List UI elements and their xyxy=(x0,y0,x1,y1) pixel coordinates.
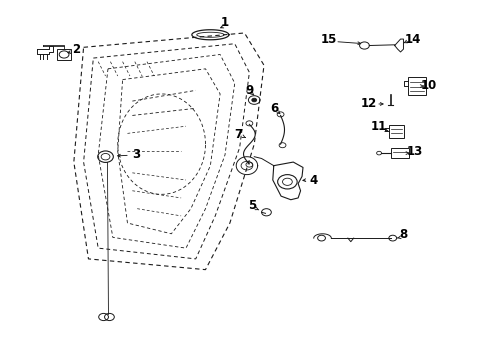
Text: 2: 2 xyxy=(72,42,80,55)
Text: 7: 7 xyxy=(234,127,242,141)
Text: 12: 12 xyxy=(360,98,376,111)
Text: 13: 13 xyxy=(406,145,423,158)
Text: 10: 10 xyxy=(420,79,437,92)
Text: 11: 11 xyxy=(370,121,386,134)
Text: 6: 6 xyxy=(270,102,278,115)
Text: 1: 1 xyxy=(221,17,228,30)
Text: 14: 14 xyxy=(404,33,420,46)
Text: 5: 5 xyxy=(247,199,255,212)
Text: 8: 8 xyxy=(399,228,407,241)
Text: 4: 4 xyxy=(309,174,317,186)
Text: 15: 15 xyxy=(320,32,336,46)
Circle shape xyxy=(251,98,256,102)
Text: 9: 9 xyxy=(245,84,253,97)
Text: 3: 3 xyxy=(132,148,140,161)
